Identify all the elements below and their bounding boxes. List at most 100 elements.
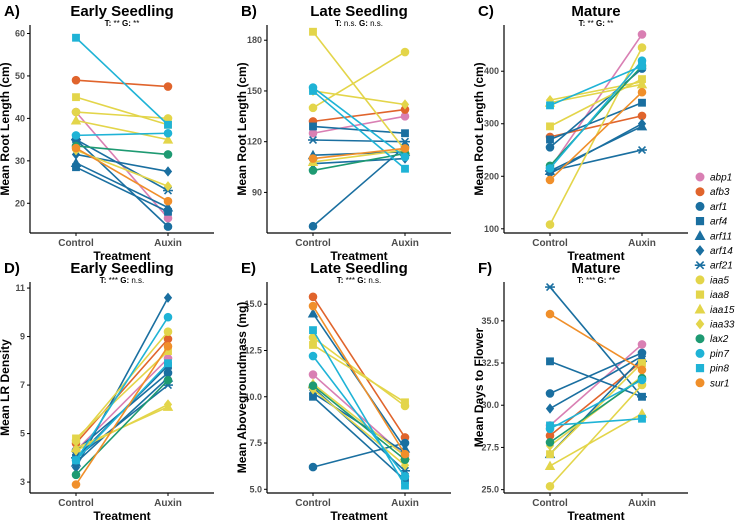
series-arf21 xyxy=(308,135,410,146)
y-tick-label: 120 xyxy=(247,137,262,147)
stats-t-value: *** xyxy=(109,276,121,285)
series-line-sur1 xyxy=(75,147,169,202)
point-iaa33-auxin xyxy=(637,76,647,87)
y-axis-label: Mean LR Density xyxy=(0,339,12,436)
series-line-pin7 xyxy=(549,379,643,430)
legend-item-sur1: sur1 xyxy=(695,378,729,389)
point-iaa8-control xyxy=(72,434,80,443)
stats-t-label: T: xyxy=(579,19,588,28)
series-pin8 xyxy=(309,87,409,173)
stats-g-label: G: xyxy=(122,19,133,28)
series-line-sur1 xyxy=(75,345,169,485)
point-arf11-auxin xyxy=(162,202,174,212)
series-line-pin7 xyxy=(549,60,643,169)
point-afb3-control xyxy=(71,75,81,85)
series-pin8 xyxy=(546,414,646,430)
point-afb3-auxin xyxy=(163,334,173,344)
series-line-iaa8 xyxy=(312,31,406,151)
y-tick-label: 40 xyxy=(15,113,25,123)
series-line-abp1 xyxy=(75,357,169,452)
y-axis-label: Mean Root Length (cm) xyxy=(472,62,486,195)
point-pin8-control xyxy=(309,87,317,95)
legend-label: arf14 xyxy=(710,246,733,257)
point-lax2-control xyxy=(308,166,318,175)
series-abp1 xyxy=(71,354,173,455)
point-iaa5-auxin xyxy=(163,327,173,337)
point-iaa33-auxin xyxy=(163,181,173,192)
stats-g-value: n.s. xyxy=(131,276,144,285)
stats-g-value: ** xyxy=(607,19,613,28)
legend-marker-iaa15 xyxy=(694,303,706,314)
x-axis-label: Treatment xyxy=(567,509,624,523)
panel-title: Early Seedling xyxy=(70,260,173,277)
point-sur1-control xyxy=(308,301,318,311)
point-sur1-auxin xyxy=(163,196,173,206)
point-pin7-auxin xyxy=(163,312,173,322)
stats-annotation: T: *** G: ** xyxy=(577,276,615,285)
point-sur1-control xyxy=(545,175,555,185)
y-tick-label: 25.0 xyxy=(481,485,499,495)
point-iaa5-control xyxy=(71,107,81,117)
series-line-arf4 xyxy=(549,101,643,141)
point-sur1-control xyxy=(308,154,318,163)
series-line-iaa5 xyxy=(549,384,643,487)
y-tick-label: 11 xyxy=(15,283,25,293)
point-iaa5-auxin xyxy=(400,47,410,57)
point-pin7-auxin xyxy=(400,472,410,481)
point-arf1-auxin xyxy=(163,222,173,231)
point-iaa5-control xyxy=(545,481,555,491)
legend-label: sur1 xyxy=(710,378,729,389)
series-line-arf4 xyxy=(549,360,643,398)
point-iaa8-control xyxy=(72,93,80,102)
legend-marker-arf1 xyxy=(695,201,705,211)
y-tick-label: 30 xyxy=(15,156,25,166)
point-arf1-control xyxy=(545,143,555,152)
legend-item-afb3: afb3 xyxy=(695,187,730,198)
stats-t-label: T: xyxy=(577,276,586,285)
stats-g-label: G: xyxy=(598,276,609,285)
point-lax2-control xyxy=(308,381,318,390)
y-tick-label: 10.0 xyxy=(244,392,262,402)
panel-letter: B) xyxy=(241,3,257,20)
legend-label: abp1 xyxy=(710,173,732,184)
x-axis-label: Treatment xyxy=(330,249,387,263)
point-lax2-control xyxy=(545,438,555,447)
legend: abp1 afb3 arf1 arf4 arf11 arf14 arf21 iaa5 iaa8 i… xyxy=(694,172,735,389)
stats-g-value: n.s. xyxy=(368,276,381,285)
legend-marker-arf14 xyxy=(695,245,705,256)
legend-marker-arf21-stroke xyxy=(695,260,705,270)
series-line-pin8 xyxy=(75,37,169,126)
x-axis-label: Treatment xyxy=(93,509,150,523)
legend-label: afb3 xyxy=(710,187,730,198)
point-pin8-control xyxy=(546,421,554,430)
series-line-sur1 xyxy=(312,147,406,160)
point-iaa33-auxin xyxy=(400,99,410,110)
point-arf21-control-stroke xyxy=(308,135,318,145)
y-axis-label: Mean Days to Flower xyxy=(472,327,486,447)
series-afb3 xyxy=(71,75,173,91)
series-line-iaa33 xyxy=(549,80,643,101)
panel-letter: A) xyxy=(4,3,20,20)
stats-g-value: n.s. xyxy=(370,19,383,28)
y-tick-label: 32.5 xyxy=(481,358,499,368)
y-tick-label: 15.0 xyxy=(244,299,262,309)
series-line-iaa15 xyxy=(312,383,406,457)
x-tick-label-auxin: Auxin xyxy=(391,238,419,249)
stats-t-label: T: xyxy=(100,276,109,285)
stats-t-value: *** xyxy=(586,276,598,285)
legend-marker-sur1 xyxy=(695,378,705,388)
series-iaa8 xyxy=(546,359,646,459)
legend-label: iaa33 xyxy=(710,320,735,331)
point-arf1-control xyxy=(545,389,555,398)
series-lax2 xyxy=(545,61,647,171)
point-arf14-auxin xyxy=(163,166,173,177)
y-tick-label: 30.0 xyxy=(481,400,499,410)
y-tick-label: 60 xyxy=(15,28,25,38)
series-sur1 xyxy=(71,143,173,206)
point-iaa8-control xyxy=(309,27,317,36)
